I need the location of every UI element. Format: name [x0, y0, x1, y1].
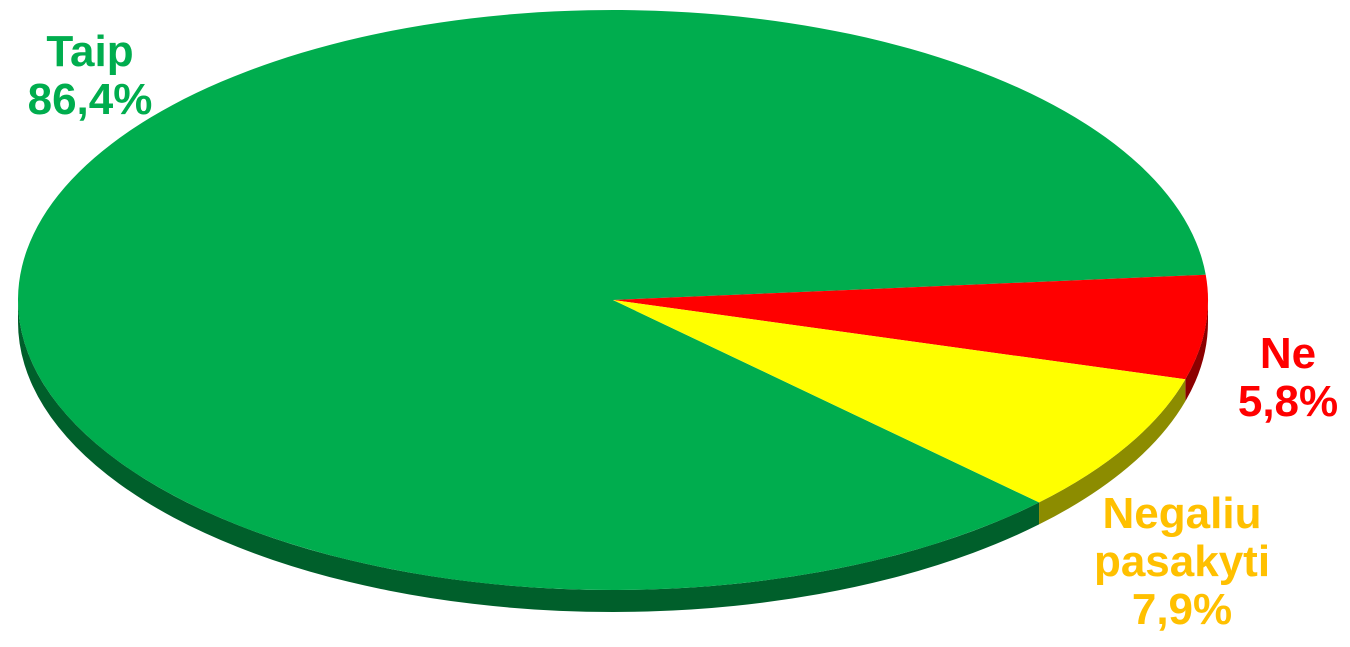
pie-tops — [18, 10, 1208, 591]
slice-label-taip: Taip 86,4% — [20, 28, 160, 124]
slice-label-negaliu-value: 7,9% — [1131, 585, 1233, 634]
slice-label-taip-name: Taip — [46, 27, 134, 76]
slice-label-negaliu-line-2: pasakyti — [1093, 537, 1271, 586]
slice-label-negaliu-line-1: Negaliu — [1102, 489, 1262, 538]
slice-label-negaliu-pasakyti: Negaliu pasakyti 7,9% — [1082, 490, 1282, 634]
slice-label-taip-value: 86,4% — [27, 75, 153, 124]
slice-negaliu-pasakyti — [613, 300, 1186, 503]
slice-taip — [18, 10, 1206, 591]
slice-label-ne: Ne 5,8% — [1228, 330, 1348, 426]
slice-label-ne-value: 5,8% — [1237, 377, 1339, 426]
slice-label-ne-name: Ne — [1259, 329, 1317, 378]
side-ne — [1185, 300, 1208, 402]
slice-ne — [613, 274, 1208, 380]
side-negaliu-pasakyti — [1039, 379, 1186, 525]
pie-sides — [18, 300, 1208, 613]
